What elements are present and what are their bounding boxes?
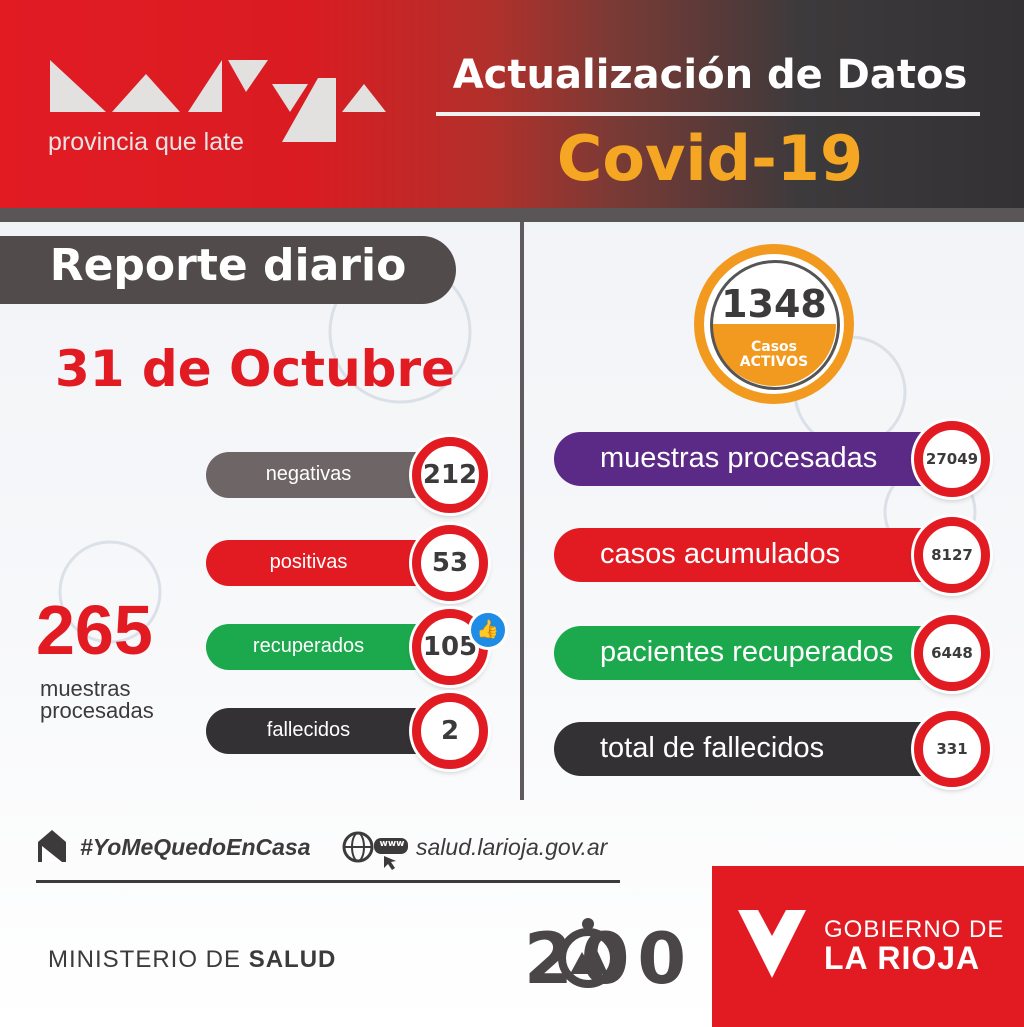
- cumulative-value-casos: 8127: [914, 517, 990, 593]
- website-link[interactable]: salud.larioja.gov.ar: [416, 834, 608, 860]
- globe-web-icon: [342, 831, 408, 870]
- government-logo-icon: [738, 910, 806, 978]
- stat-value-negativas: 212: [412, 437, 488, 513]
- hashtag: #YoMeQuedoEnCasa: [80, 834, 311, 860]
- stat-label: fallecidos: [266, 719, 351, 741]
- cumulative-value-muestras: 27049: [914, 421, 990, 497]
- ministry-prefix: MINISTERIO DE: [48, 946, 249, 973]
- center-divider: [520, 222, 524, 800]
- cumulative-pill-fallecidos: total de fallecidos: [554, 722, 954, 776]
- header-rule: [436, 112, 980, 116]
- footer-rule: [36, 880, 620, 883]
- stat-label: recuperados: [252, 635, 365, 657]
- stat-label: positivas: [269, 551, 348, 573]
- cumulative-pill-recuperados: pacientes recuperados: [554, 626, 954, 680]
- www-badge: www: [379, 839, 405, 849]
- cumulative-value-fallecidos: 331: [914, 711, 990, 787]
- stat-label: negativas: [265, 463, 352, 485]
- report-label-pill: [0, 236, 456, 304]
- cumulative-label: total de fallecidos: [600, 732, 825, 764]
- active-cases-border: [710, 260, 840, 390]
- cumulative-pill-casos: casos acumulados: [554, 528, 954, 582]
- total-samples-label-line1: muestras: [40, 676, 131, 701]
- anniversary-200-icon: [558, 918, 618, 988]
- header-title: Actualización de Datos: [452, 52, 968, 98]
- cumulative-label: muestras procesadas: [600, 442, 878, 474]
- cumulative-pill-muestras: muestras procesadas: [554, 432, 954, 486]
- ministry-name: MINISTERIO DE SALUD: [48, 946, 336, 974]
- cumulative-label: pacientes recuperados: [600, 636, 894, 668]
- house-icon: [38, 830, 66, 862]
- la-rioja-logo-icon: [50, 60, 386, 142]
- anniversary-text: 200: [524, 918, 695, 1000]
- active-cases-label-line2: ACTIVOS: [739, 354, 809, 370]
- header-divider-stripe: [0, 208, 1024, 222]
- total-samples-label-line2: procesadas: [40, 698, 154, 723]
- thumbs-up-icon: 👍: [468, 610, 508, 650]
- total-samples-label: muestras procesadas: [40, 678, 154, 722]
- cumulative-label: casos acumulados: [600, 538, 841, 570]
- active-cases-label-line1: Casos: [750, 339, 797, 355]
- anniversary-200-logo: 200: [524, 912, 695, 1000]
- total-samples-value: 265: [36, 591, 153, 669]
- government-line1: GOBIERNO DE: [824, 916, 1005, 943]
- active-cases-value: 1348: [721, 282, 827, 326]
- ministry-bold: SALUD: [248, 946, 337, 973]
- cumulative-value-recuperados: 6448: [914, 615, 990, 691]
- logo-tagline: provincia que late: [48, 128, 244, 156]
- active-cases-label: Casos ACTIVOS: [712, 340, 836, 370]
- report-date: 31 de Octubre: [54, 340, 456, 398]
- government-line2: LA RIOJA: [824, 940, 981, 976]
- stat-value-fallecidos: 2: [412, 693, 488, 769]
- report-label: Reporte diario: [49, 240, 407, 291]
- stat-value-positivas: 53: [412, 525, 488, 601]
- header-subtitle: Covid-19: [556, 122, 864, 195]
